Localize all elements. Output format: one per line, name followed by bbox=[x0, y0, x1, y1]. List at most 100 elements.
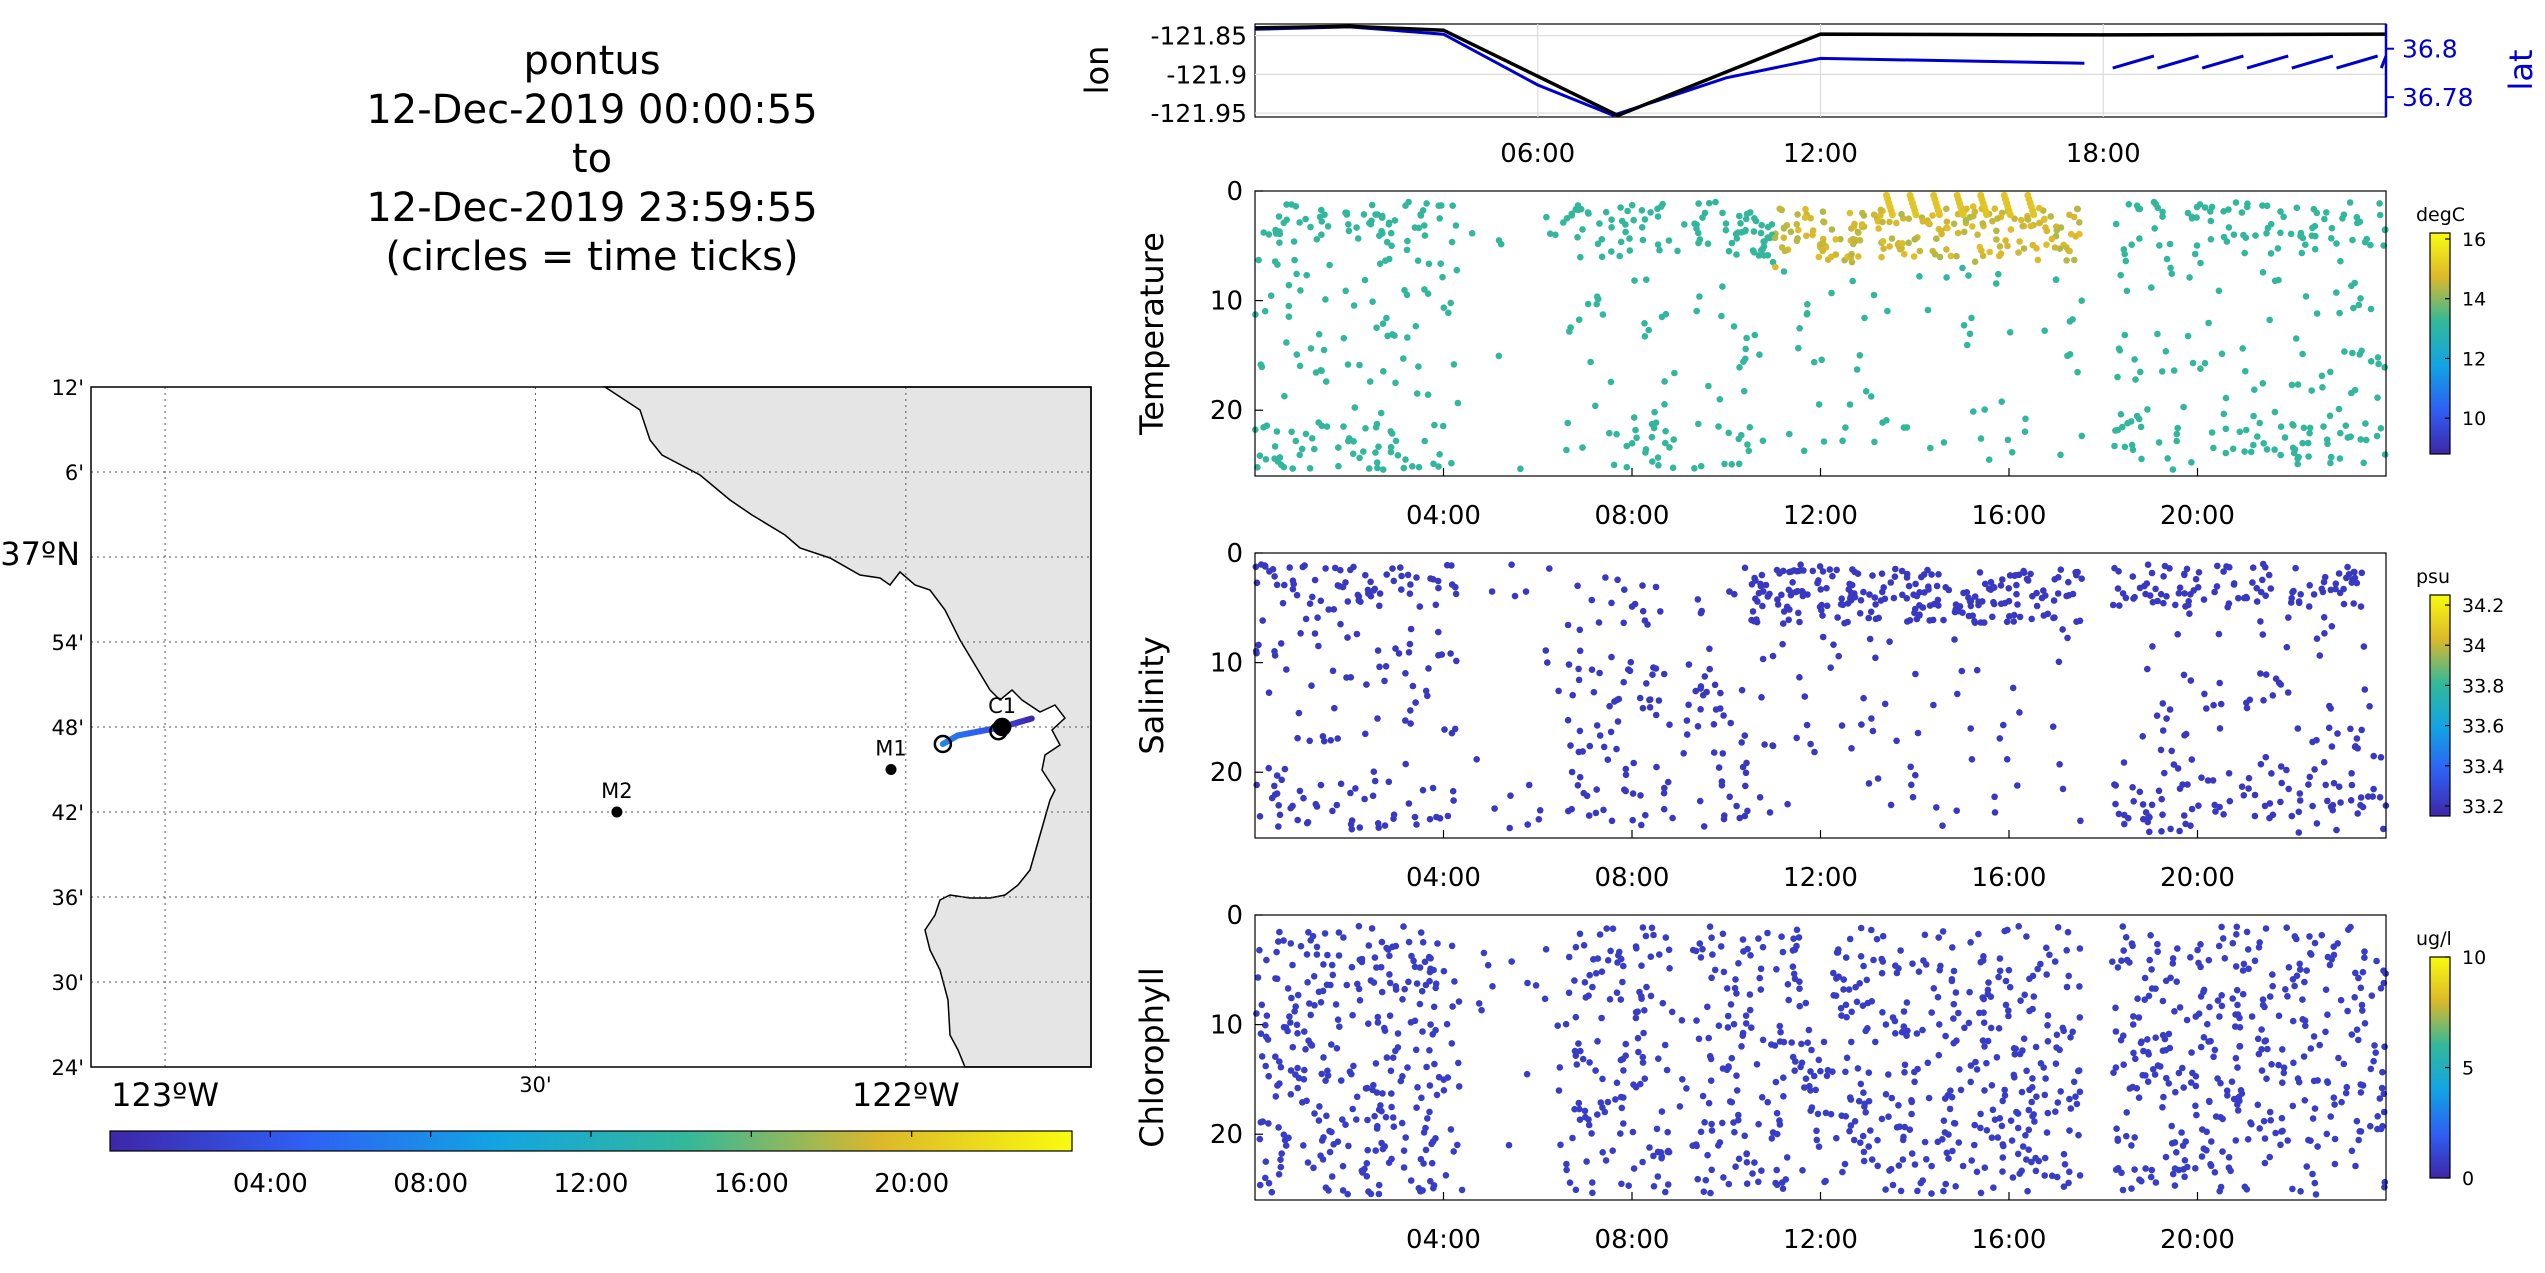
data-point bbox=[2321, 573, 2329, 581]
data-point bbox=[1398, 1119, 1406, 1127]
data-point bbox=[1369, 1086, 1376, 1094]
data-point bbox=[1741, 564, 1749, 572]
data-point bbox=[2292, 335, 2300, 342]
data-point bbox=[1776, 1038, 1784, 1045]
data-point bbox=[1621, 586, 1628, 593]
data-point bbox=[1308, 435, 1316, 442]
data-point bbox=[2076, 1088, 2084, 1096]
data-point bbox=[1802, 999, 1810, 1007]
data-point bbox=[1823, 584, 1830, 592]
data-point bbox=[1716, 396, 1724, 403]
data-point bbox=[2197, 259, 2204, 267]
data-point bbox=[1307, 223, 1314, 231]
data-point bbox=[2148, 569, 2156, 577]
data-point bbox=[1385, 255, 1393, 263]
data-point bbox=[2112, 1166, 2120, 1173]
data-point bbox=[1810, 358, 1818, 366]
data-point bbox=[2028, 1158, 2035, 1166]
data-point bbox=[2236, 1024, 2244, 1031]
data-point bbox=[1440, 1087, 1448, 1094]
data-point bbox=[1972, 1058, 1979, 1066]
data-point bbox=[1647, 209, 1654, 216]
data-point bbox=[1568, 212, 1576, 219]
data-point bbox=[1742, 782, 1749, 790]
data-point bbox=[1811, 748, 1818, 756]
data-point bbox=[2155, 787, 2163, 795]
data-point bbox=[2072, 1093, 2079, 1100]
data-point bbox=[1412, 699, 1419, 706]
lat-tick-label: 36.8 bbox=[2402, 35, 2458, 64]
data-point bbox=[1959, 1162, 1967, 1170]
data-point bbox=[1283, 666, 1290, 673]
data-point bbox=[1793, 237, 1801, 245]
data-point bbox=[1784, 981, 1792, 988]
data-point bbox=[1420, 1160, 1427, 1167]
data-point bbox=[2328, 224, 2336, 232]
data-point bbox=[1662, 439, 1669, 447]
data-point bbox=[2370, 752, 2377, 760]
data-point bbox=[1929, 212, 1936, 219]
data-point bbox=[1297, 287, 1304, 294]
data-point bbox=[1304, 979, 1311, 986]
data-point bbox=[1617, 955, 1625, 963]
data-point bbox=[1507, 792, 1514, 799]
data-point bbox=[1797, 567, 1804, 574]
data-point bbox=[2025, 1146, 2032, 1153]
data-point bbox=[1280, 1023, 1288, 1031]
data-point bbox=[1660, 805, 1668, 813]
data-point bbox=[1388, 242, 1395, 250]
data-point bbox=[1425, 665, 1432, 672]
x-tick-label: 12:00 bbox=[1783, 863, 1858, 893]
data-point bbox=[1352, 785, 1359, 792]
data-point bbox=[1354, 591, 1362, 599]
data-point bbox=[1473, 756, 1480, 763]
data-point bbox=[2184, 332, 2192, 340]
data-point bbox=[1875, 225, 1882, 232]
data-point bbox=[1988, 1134, 1996, 1141]
data-point bbox=[1790, 935, 1797, 942]
data-point bbox=[1320, 1134, 1327, 1141]
data-point bbox=[2248, 1120, 2255, 1128]
data-point bbox=[1334, 1016, 1342, 1023]
data-point bbox=[1979, 1037, 1987, 1044]
data-point bbox=[1319, 987, 1327, 995]
data-point bbox=[2234, 1101, 2241, 1108]
data-point bbox=[1660, 670, 1668, 678]
data-point bbox=[1256, 813, 1264, 820]
data-point bbox=[1781, 247, 1789, 255]
data-point bbox=[2180, 671, 2188, 679]
data-point bbox=[2266, 1108, 2274, 1116]
data-point bbox=[1322, 1077, 1329, 1084]
data-point bbox=[2299, 439, 2306, 447]
data-point bbox=[2159, 700, 2167, 707]
data-point bbox=[1562, 1020, 1570, 1028]
data-point bbox=[1799, 590, 1807, 598]
data-point bbox=[2048, 235, 2056, 243]
data-point bbox=[1426, 1047, 1433, 1054]
data-point bbox=[1422, 687, 1430, 695]
data-point bbox=[2334, 940, 2341, 947]
data-point bbox=[1923, 1156, 1930, 1163]
data-point bbox=[1872, 601, 1879, 608]
x-tick-label: 16:00 bbox=[1972, 1225, 2047, 1255]
data-point bbox=[2128, 1142, 2135, 1149]
data-point bbox=[1730, 323, 1738, 330]
data-point bbox=[1403, 291, 1411, 299]
data-point bbox=[1600, 743, 1608, 751]
data-point bbox=[1739, 763, 1747, 771]
data-point bbox=[1411, 1017, 1419, 1025]
data-point bbox=[2139, 801, 2147, 808]
data-point bbox=[1801, 1084, 1808, 1091]
data-point bbox=[2134, 995, 2141, 1002]
data-point bbox=[2196, 201, 2204, 208]
data-point bbox=[2328, 956, 2336, 963]
data-point bbox=[2251, 812, 2259, 820]
data-point bbox=[1961, 1024, 1968, 1032]
data-point bbox=[1390, 1123, 1398, 1130]
data-point bbox=[1262, 1062, 1269, 1070]
data-point bbox=[2128, 940, 2136, 947]
data-point bbox=[1407, 720, 1414, 727]
data-point bbox=[1424, 391, 1432, 399]
data-point bbox=[1999, 1154, 2007, 1161]
